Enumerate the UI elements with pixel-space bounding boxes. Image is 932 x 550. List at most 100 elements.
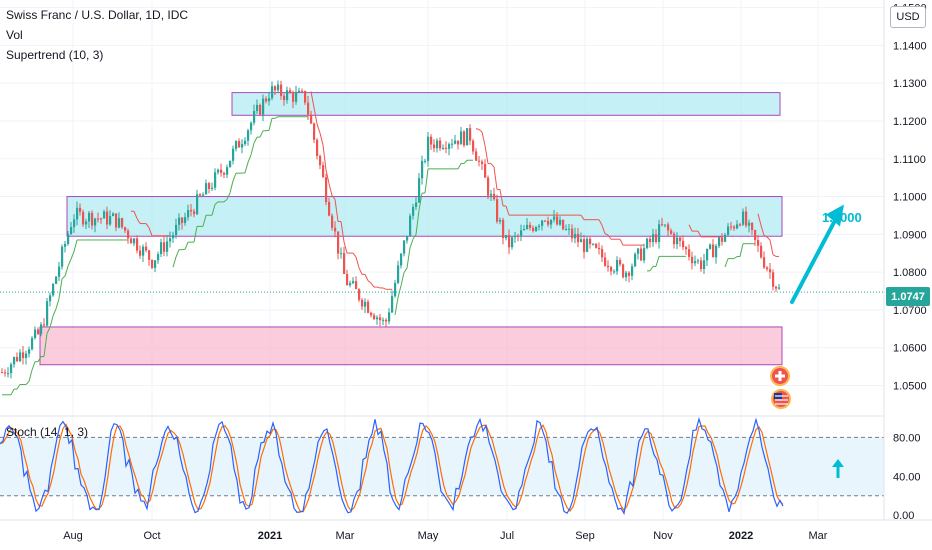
supertrend-segment bbox=[343, 241, 348, 254]
candle-body bbox=[235, 141, 238, 149]
candle-body bbox=[511, 237, 514, 248]
candle-body bbox=[478, 160, 481, 162]
y-tick-label: 1.0800 bbox=[893, 267, 927, 279]
candle-body bbox=[310, 114, 313, 124]
y-tick-label: 1.0900 bbox=[893, 229, 927, 241]
supertrend-segment bbox=[64, 266, 69, 277]
candle-body bbox=[205, 183, 208, 195]
supertrend-segment bbox=[136, 218, 141, 224]
candle-body bbox=[154, 260, 157, 268]
candle-body bbox=[166, 241, 169, 252]
candle-body bbox=[319, 155, 322, 166]
candle-body bbox=[208, 183, 211, 189]
candle-body bbox=[427, 136, 430, 161]
candle-body bbox=[259, 104, 262, 115]
zone-box bbox=[231, 92, 781, 116]
candle-body bbox=[667, 224, 670, 231]
candle-body bbox=[574, 233, 577, 239]
supertrend-segment bbox=[310, 91, 315, 108]
candles bbox=[1, 80, 781, 379]
candle-body bbox=[406, 235, 409, 241]
candle-body bbox=[700, 260, 703, 269]
candle-body bbox=[718, 237, 721, 246]
candle-body bbox=[487, 177, 490, 196]
supertrend-segment bbox=[274, 116, 279, 119]
candle-body bbox=[133, 238, 136, 244]
x-tick-label: Jul bbox=[500, 530, 514, 542]
supertrend-segment bbox=[58, 278, 63, 299]
x-tick-label: Aug bbox=[63, 530, 83, 542]
supertrend-segment bbox=[61, 275, 66, 280]
candle-body bbox=[640, 248, 643, 261]
candle-body bbox=[559, 219, 562, 225]
candle-body bbox=[364, 301, 367, 307]
candle-body bbox=[307, 102, 310, 115]
candle-body bbox=[73, 219, 76, 228]
candle-body bbox=[178, 217, 181, 225]
supertrend-segment bbox=[352, 252, 357, 258]
candle-body bbox=[13, 356, 16, 365]
candle-body bbox=[463, 131, 466, 146]
arrow-shaft bbox=[790, 216, 838, 304]
supertrend-segment bbox=[580, 214, 585, 220]
candle-body bbox=[58, 266, 61, 277]
supertrend-segment bbox=[331, 195, 336, 200]
currency-unit[interactable]: USD bbox=[890, 6, 926, 28]
candle-body bbox=[136, 238, 139, 251]
supertrend-segment bbox=[490, 163, 495, 168]
supertrend-segment bbox=[148, 227, 153, 236]
candle-body bbox=[604, 257, 607, 266]
supertrend-segment bbox=[28, 370, 33, 382]
candle-body bbox=[436, 140, 439, 149]
candle-body bbox=[70, 227, 73, 235]
candle-body bbox=[19, 352, 22, 362]
candle-body bbox=[508, 235, 511, 248]
candle-body bbox=[256, 104, 259, 112]
candle-body bbox=[391, 296, 394, 313]
event-icons bbox=[770, 366, 791, 409]
candle-body bbox=[472, 140, 475, 152]
candle-body bbox=[550, 219, 553, 225]
candle-body bbox=[76, 207, 79, 220]
candle-body bbox=[679, 237, 682, 241]
candle-body bbox=[175, 224, 178, 236]
candle-body bbox=[157, 254, 160, 261]
candle-body bbox=[586, 238, 589, 252]
candle-body bbox=[106, 211, 109, 225]
candle-body bbox=[745, 211, 748, 226]
candle-body bbox=[61, 246, 64, 267]
candle-body bbox=[268, 98, 271, 102]
candle-body bbox=[379, 317, 382, 321]
supertrend-segment bbox=[724, 258, 729, 268]
candle-body bbox=[250, 122, 253, 131]
supertrend-segment bbox=[334, 199, 339, 222]
candle-body bbox=[607, 265, 610, 268]
supertrend-segment bbox=[499, 189, 504, 207]
candle-body bbox=[7, 373, 10, 375]
candle-body bbox=[601, 249, 604, 258]
candle-body bbox=[622, 264, 625, 278]
candle-body bbox=[598, 247, 601, 250]
x-tick-label: Sep bbox=[575, 530, 595, 542]
supertrend-segment bbox=[649, 266, 654, 272]
candle-body bbox=[457, 140, 460, 145]
supertrend-segment bbox=[316, 123, 321, 134]
candle-body bbox=[193, 211, 196, 215]
candle-body bbox=[454, 140, 457, 144]
candle-body bbox=[142, 246, 145, 256]
candle-body bbox=[760, 245, 763, 258]
supertrend-segment bbox=[172, 256, 177, 268]
candle-body bbox=[691, 256, 694, 264]
supertrend-segment bbox=[46, 327, 51, 334]
candle-body bbox=[352, 281, 355, 284]
candle-body bbox=[253, 111, 256, 123]
candle-body bbox=[676, 237, 679, 245]
candle-body bbox=[556, 216, 559, 225]
candle-body bbox=[22, 352, 25, 358]
candle-body bbox=[655, 234, 658, 242]
candle-body bbox=[400, 253, 403, 266]
candle-body bbox=[415, 202, 418, 207]
candle-body bbox=[616, 260, 619, 272]
supertrend-segment bbox=[340, 221, 345, 242]
